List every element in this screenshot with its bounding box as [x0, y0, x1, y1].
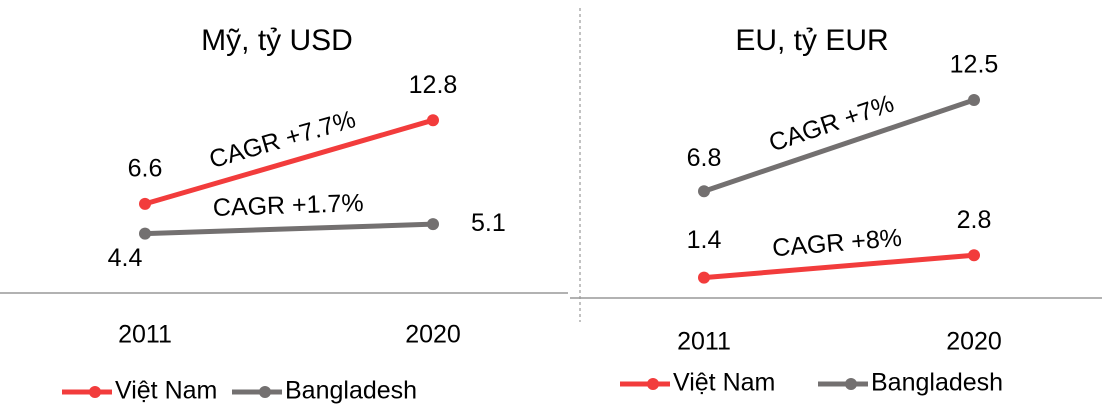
annotation: CAGR +1.7% [212, 189, 364, 222]
x-tick-label: 2020 [405, 321, 461, 349]
legend-label: Bangladesh [871, 369, 1003, 397]
data-label: 2.8 [957, 206, 992, 234]
data-point [968, 94, 980, 106]
x-tick-label: 2020 [946, 328, 1002, 356]
data-label: 6.8 [687, 144, 722, 172]
series-line [144, 221, 434, 237]
series-line [703, 97, 975, 194]
data-point [698, 271, 710, 284]
data-point [139, 227, 151, 240]
data-label: 5.1 [471, 209, 506, 237]
data-label: 6.6 [128, 155, 163, 183]
x-tick-label: 2011 [118, 321, 172, 349]
legend-marker [259, 386, 271, 398]
data-point [968, 249, 980, 262]
data-point [427, 114, 439, 127]
data-point [427, 218, 439, 231]
legend-marker [845, 378, 857, 390]
legend-marker [89, 386, 101, 398]
series-line [703, 252, 975, 281]
legend-label: Việt Nam [673, 369, 775, 397]
x-tick-label: 2011 [677, 328, 731, 356]
series-line [144, 117, 434, 207]
legend-label: Bangladesh [285, 377, 417, 405]
chart-title: EU, tỷ EUR [735, 24, 888, 57]
data-label: 4.4 [108, 244, 143, 272]
chart-title: Mỹ, tỷ USD [201, 24, 353, 57]
legend-marker [647, 378, 659, 390]
legend-label: Việt Nam [115, 377, 217, 405]
annotation: CAGR +8% [771, 224, 903, 263]
data-label: 1.4 [687, 226, 722, 254]
data-point [139, 197, 151, 210]
data-point [698, 185, 710, 198]
data-label: 12.5 [950, 51, 999, 79]
data-label: 12.8 [409, 71, 458, 99]
